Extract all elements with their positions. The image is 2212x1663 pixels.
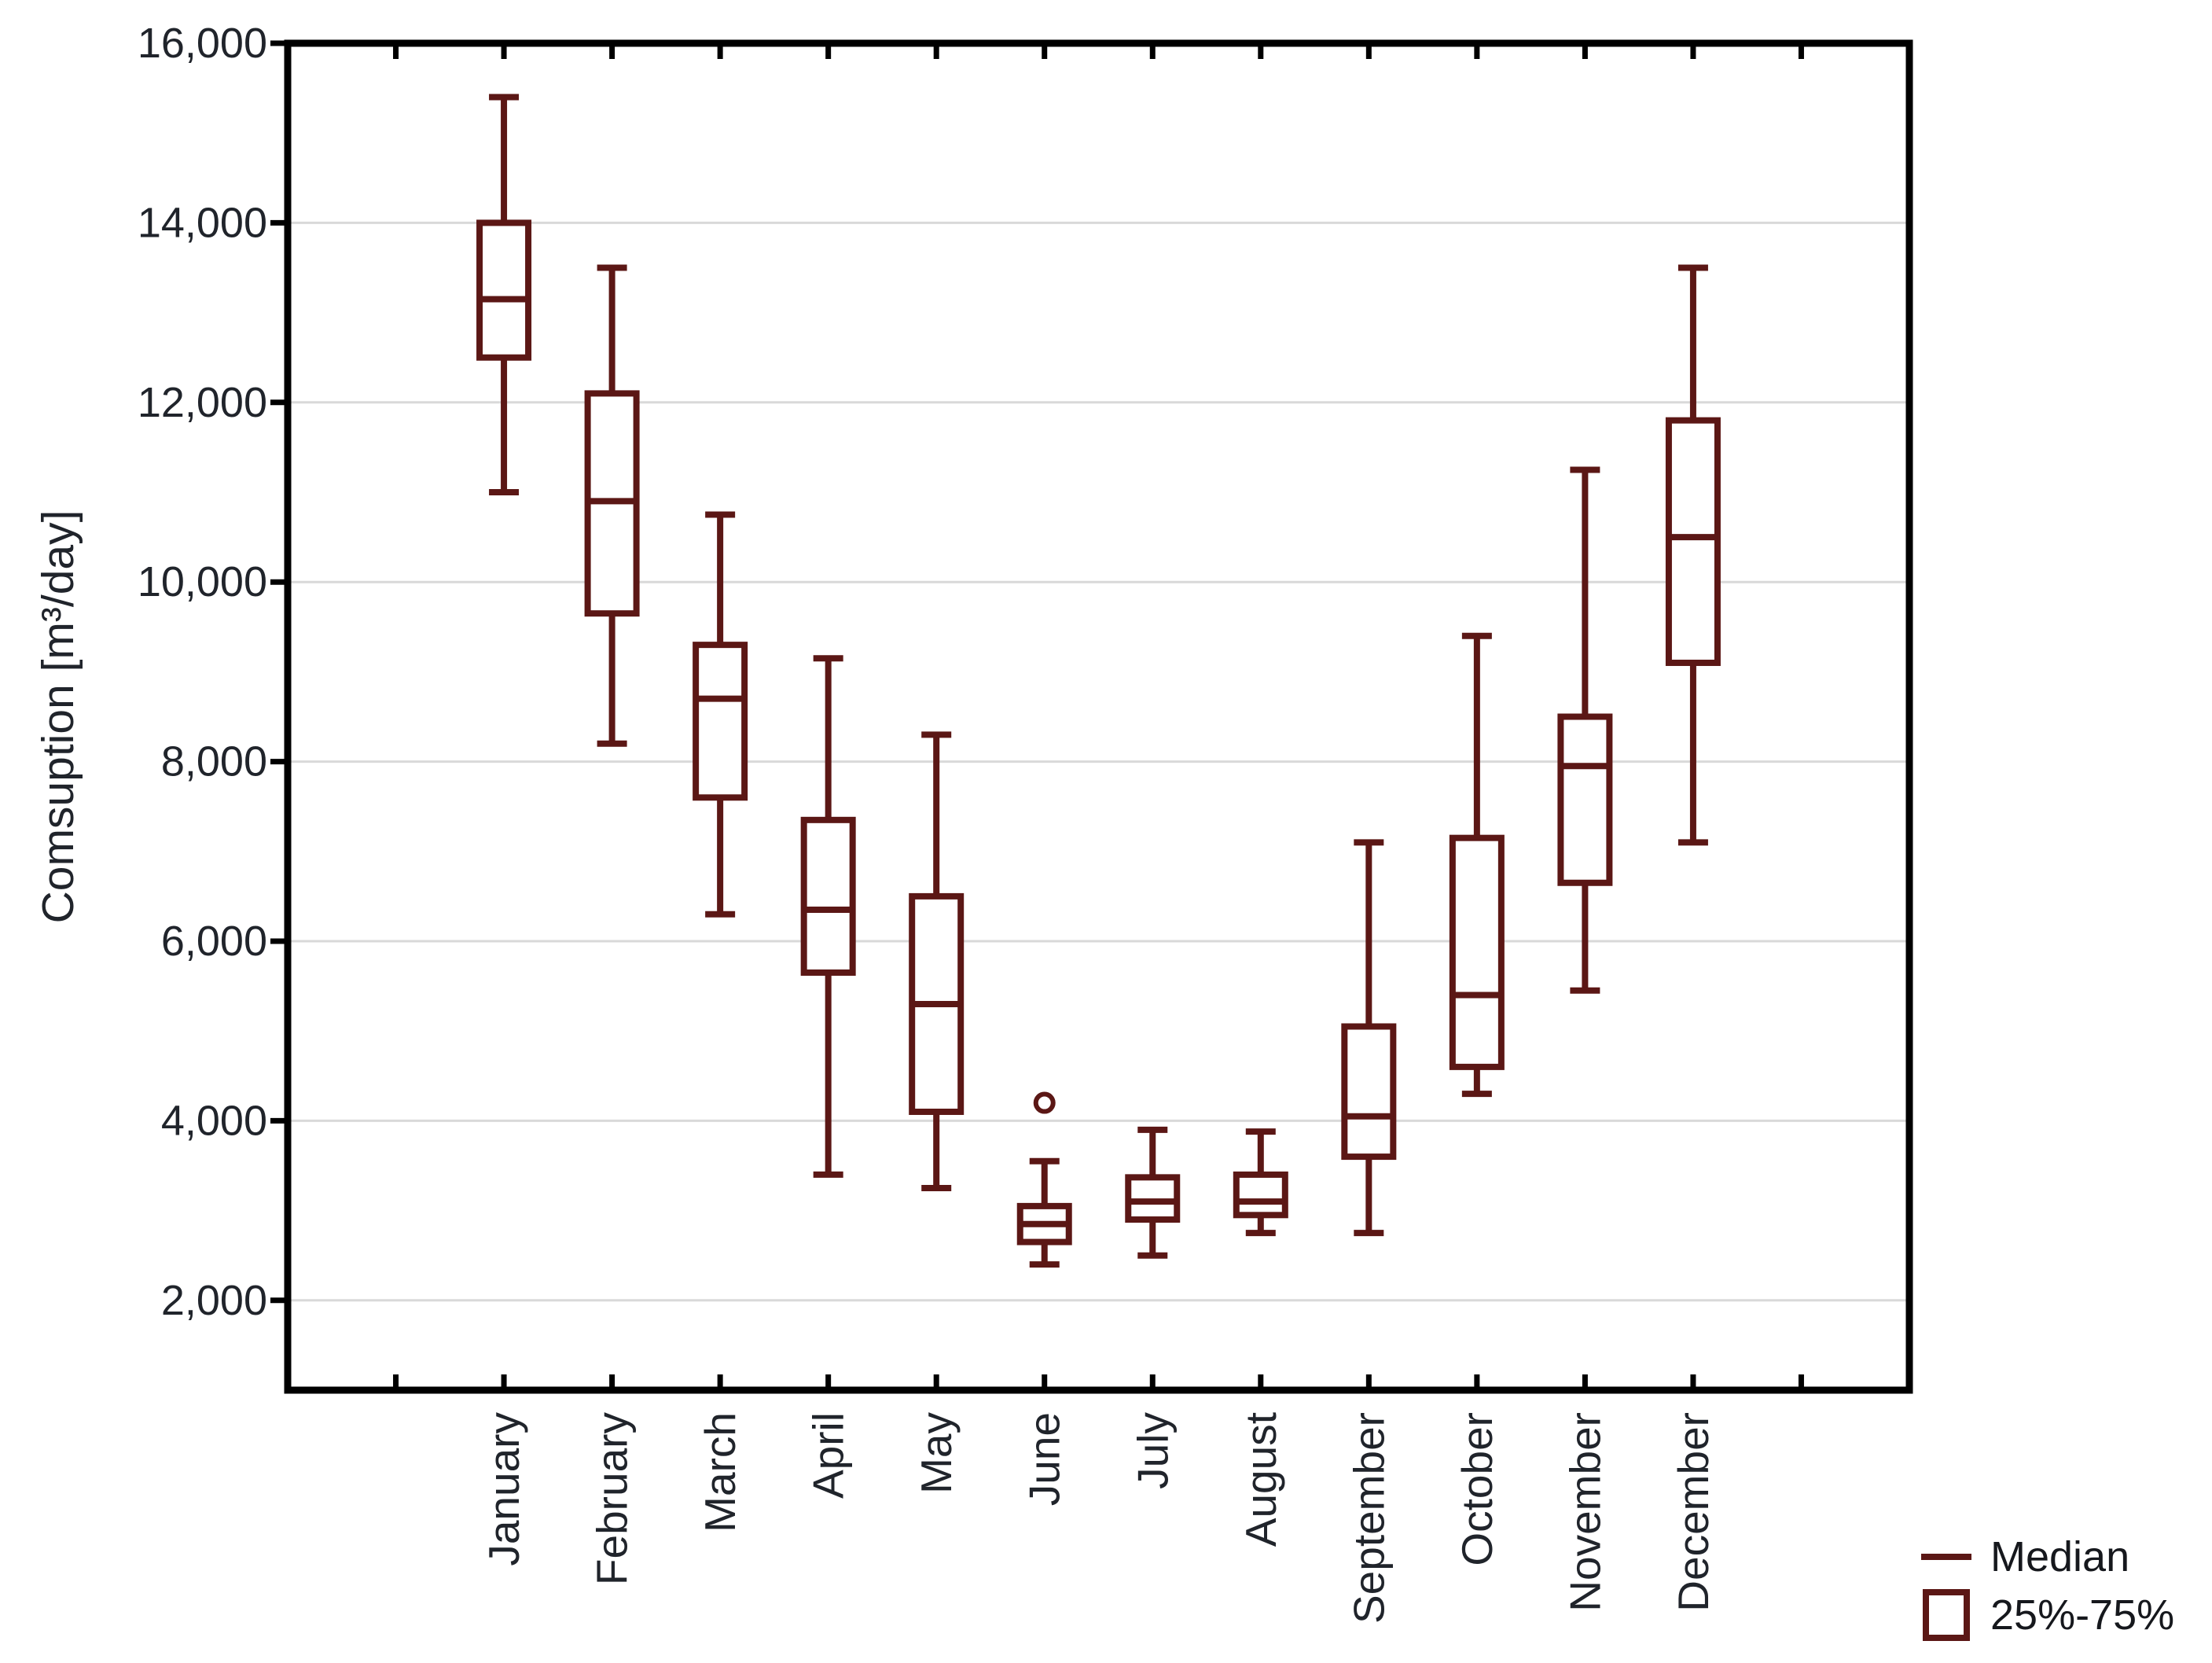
y-tick-label-12000: 12,000 [138,379,267,426]
x-label-june: June [1020,1412,1069,1506]
legend-item-iqr: 25%-75% [1918,1589,2175,1641]
outlier-june-0 [1033,1091,1056,1114]
x-label-february: February [588,1412,637,1586]
x-label-december: December [1669,1412,1718,1612]
x-label-march: March [696,1412,744,1532]
iqr-box-icon [1918,1589,1975,1641]
y-tick-label-4000: 4,000 [161,1097,267,1144]
x-label-january: January [480,1412,528,1566]
x-label-august: August [1236,1412,1285,1547]
legend-item-median: Median [1918,1532,2174,1582]
box-january [476,219,532,361]
box-october [1449,834,1505,1070]
x-label-october: October [1453,1412,1501,1566]
box-december [1665,417,1721,666]
y-tick-label-6000: 6,000 [161,918,267,965]
legend-label-iqr: 25%-75% [1990,1591,2175,1639]
x-label-april: April [804,1412,853,1499]
y-tick-label-14000: 14,000 [138,199,267,246]
x-label-july: July [1128,1412,1177,1489]
x-label-september: September [1344,1412,1393,1624]
y-axis-title: Comsuption [m³/day] [33,510,83,924]
x-label-november: November [1560,1412,1609,1612]
y-tick-label-10000: 10,000 [138,558,267,605]
box-september [1341,1023,1397,1161]
box-april [800,816,856,976]
chart-legend: Median 25%-75% [1918,1532,2175,1641]
legend-label-median: Median [1990,1533,2130,1580]
box-august [1233,1171,1288,1219]
box-march [693,642,748,801]
median-line-icon [1918,1554,1975,1560]
plot-frame [284,39,1913,1394]
y-tick-label-8000: 8,000 [161,738,267,786]
y-tick-label-2000: 2,000 [161,1277,267,1324]
x-label-may: May [912,1412,961,1494]
y-tick-label-16000: 16,000 [138,20,267,67]
box-november [1557,713,1613,886]
